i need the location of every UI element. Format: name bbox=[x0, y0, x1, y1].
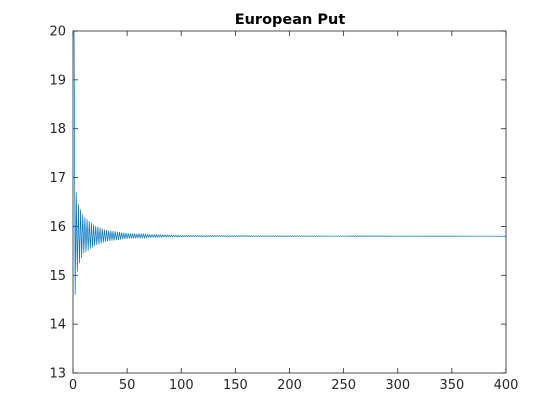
y-tick-label: 14 bbox=[49, 318, 66, 333]
y-tick-label: 17 bbox=[49, 171, 66, 186]
x-tick-label: 350 bbox=[439, 378, 464, 393]
series-line bbox=[73, 30, 507, 295]
x-tick-label: 200 bbox=[277, 378, 302, 393]
y-tick-label: 13 bbox=[49, 367, 66, 382]
y-tick-label: 20 bbox=[49, 25, 66, 40]
chart-title: European Put bbox=[235, 12, 346, 28]
x-tick-label: 250 bbox=[331, 378, 356, 393]
x-tick-label: 300 bbox=[385, 378, 410, 393]
y-tick-label: 15 bbox=[49, 269, 66, 284]
x-tick-label: 0 bbox=[69, 378, 77, 393]
y-tick-label: 16 bbox=[49, 220, 66, 235]
x-tick-label: 400 bbox=[494, 378, 519, 393]
x-tick-label: 150 bbox=[223, 378, 248, 393]
y-tick-label: 19 bbox=[49, 73, 66, 88]
y-tick-label: 18 bbox=[49, 122, 66, 137]
x-tick-label: 100 bbox=[169, 378, 194, 393]
x-tick-label: 50 bbox=[119, 378, 136, 393]
axes-box bbox=[72, 30, 507, 374]
plot-area: 0 50 100 150 200 250 300 350 400 13 14 15 16 17 18 19 20 bbox=[49, 25, 518, 394]
